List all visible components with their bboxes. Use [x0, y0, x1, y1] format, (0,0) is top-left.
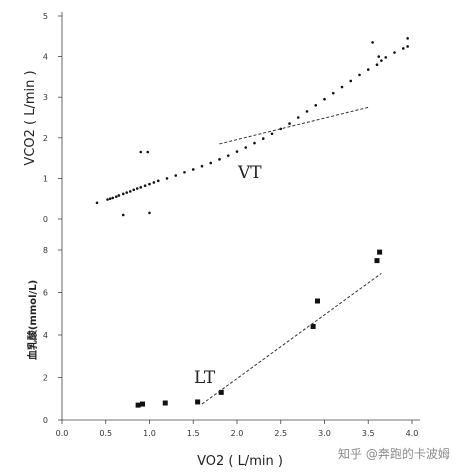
top-data-point	[288, 122, 291, 125]
vt-annotation: VT	[237, 163, 262, 183]
top-data-point	[139, 150, 143, 154]
top-data-point	[146, 150, 150, 154]
top-data-point	[340, 85, 344, 89]
top-y-axis-label: VCO2 ( L/min )	[23, 70, 38, 165]
top-data-point	[143, 184, 147, 188]
top-y-ticks: 0 1 2 3 4 5	[43, 12, 62, 224]
trend-lines	[201, 106, 382, 405]
top-data-point	[165, 177, 169, 180]
bottom-y-tick-label: 2	[43, 374, 48, 383]
top-data-point	[406, 37, 409, 40]
top-data-point	[128, 190, 132, 193]
top-data-point	[183, 171, 186, 174]
top-scatter-points	[95, 37, 409, 217]
top-data-point	[174, 174, 178, 177]
top-data-point	[117, 194, 121, 197]
top-data-point	[148, 211, 151, 215]
top-y-tick-label: 1	[43, 174, 48, 183]
top-data-point	[305, 110, 309, 113]
bottom-y-tick-label: 0	[43, 416, 48, 425]
bottom-y-axis-label: 血乳酸(mmol/L)	[26, 280, 39, 360]
bottom-scatter-points	[135, 249, 383, 408]
bottom-data-point	[218, 389, 224, 395]
x-tick-label: 3.0	[318, 429, 331, 438]
bottom-data-point	[374, 258, 380, 264]
bottom-y-ticks: 0 2 4 6 8	[43, 246, 62, 425]
top-data-point	[323, 97, 326, 101]
x-tick-label: 1.0	[143, 429, 156, 438]
top-data-point	[366, 68, 370, 71]
x-tick-label: 2.0	[231, 429, 244, 438]
top-y-tick-label: 5	[43, 12, 48, 21]
watermark: 知乎 @奔跑的卡波姆	[338, 446, 450, 461]
top-data-point	[106, 198, 109, 201]
bottom-y-tick-label: 4	[43, 331, 48, 340]
bottom-data-point	[140, 401, 145, 407]
top-data-point	[375, 63, 379, 67]
x-tick-label: 1.5	[187, 429, 200, 438]
top-data-point	[132, 188, 136, 192]
x-tick-label: 0.5	[99, 429, 112, 438]
top-data-point	[358, 73, 361, 77]
top-data-point	[121, 192, 125, 196]
top-data-point	[380, 59, 383, 62]
top-data-point	[121, 213, 125, 217]
top-data-point	[371, 41, 374, 44]
top-data-point	[156, 179, 160, 183]
top-data-point	[270, 132, 274, 136]
x-tick-label: 0.0	[56, 429, 69, 438]
bottom-data-point	[195, 399, 201, 405]
x-ticks: 0.0 0.5 1.0 1.5 2.0 2.5 3.0 3.5 4.0	[56, 420, 419, 438]
top-y-tick-label: 0	[43, 215, 48, 224]
top-data-point	[406, 45, 409, 48]
top-data-point	[218, 158, 221, 161]
lt-trend-line	[201, 272, 382, 405]
top-data-point	[191, 168, 195, 171]
top-data-point	[108, 197, 112, 200]
top-data-point	[209, 161, 213, 165]
top-data-point	[331, 91, 335, 95]
x-tick-label: 3.5	[362, 429, 375, 438]
top-data-point	[261, 137, 265, 140]
top-y-tick-label: 3	[43, 93, 48, 102]
top-data-point	[148, 182, 151, 186]
top-data-point	[125, 191, 129, 194]
top-data-point	[135, 187, 139, 190]
bottom-data-point	[310, 324, 316, 329]
top-data-point	[393, 51, 396, 54]
x-tick-label: 4.0	[406, 429, 419, 438]
lt-annotation: LT	[194, 368, 216, 388]
top-y-tick-label: 2	[43, 134, 48, 143]
bottom-data-point	[135, 402, 141, 408]
bottom-y-tick-label: 6	[43, 289, 48, 298]
top-data-point	[114, 195, 118, 198]
top-data-point	[111, 196, 115, 200]
top-data-point	[226, 154, 230, 157]
top-data-point	[244, 146, 248, 149]
top-data-point	[152, 181, 156, 184]
top-y-tick-label: 4	[43, 53, 48, 62]
top-data-point	[401, 47, 405, 50]
x-tick-label: 2.5	[274, 429, 287, 438]
top-data-point	[95, 201, 99, 205]
top-data-point	[377, 55, 381, 58]
top-data-point	[296, 116, 300, 119]
top-data-point	[139, 186, 143, 189]
top-data-point	[235, 150, 239, 153]
bottom-data-point	[162, 400, 168, 406]
top-data-point	[314, 104, 318, 107]
top-data-point	[200, 164, 204, 168]
bottom-data-point	[315, 298, 320, 304]
bottom-y-tick-label: 8	[43, 246, 48, 255]
vt-trend-line	[219, 106, 369, 145]
top-data-point	[253, 141, 256, 145]
bottom-data-point	[377, 249, 383, 255]
top-data-point	[349, 79, 353, 83]
x-axis-label: VO2 ( L/min )	[197, 454, 283, 469]
top-data-point	[384, 56, 388, 59]
